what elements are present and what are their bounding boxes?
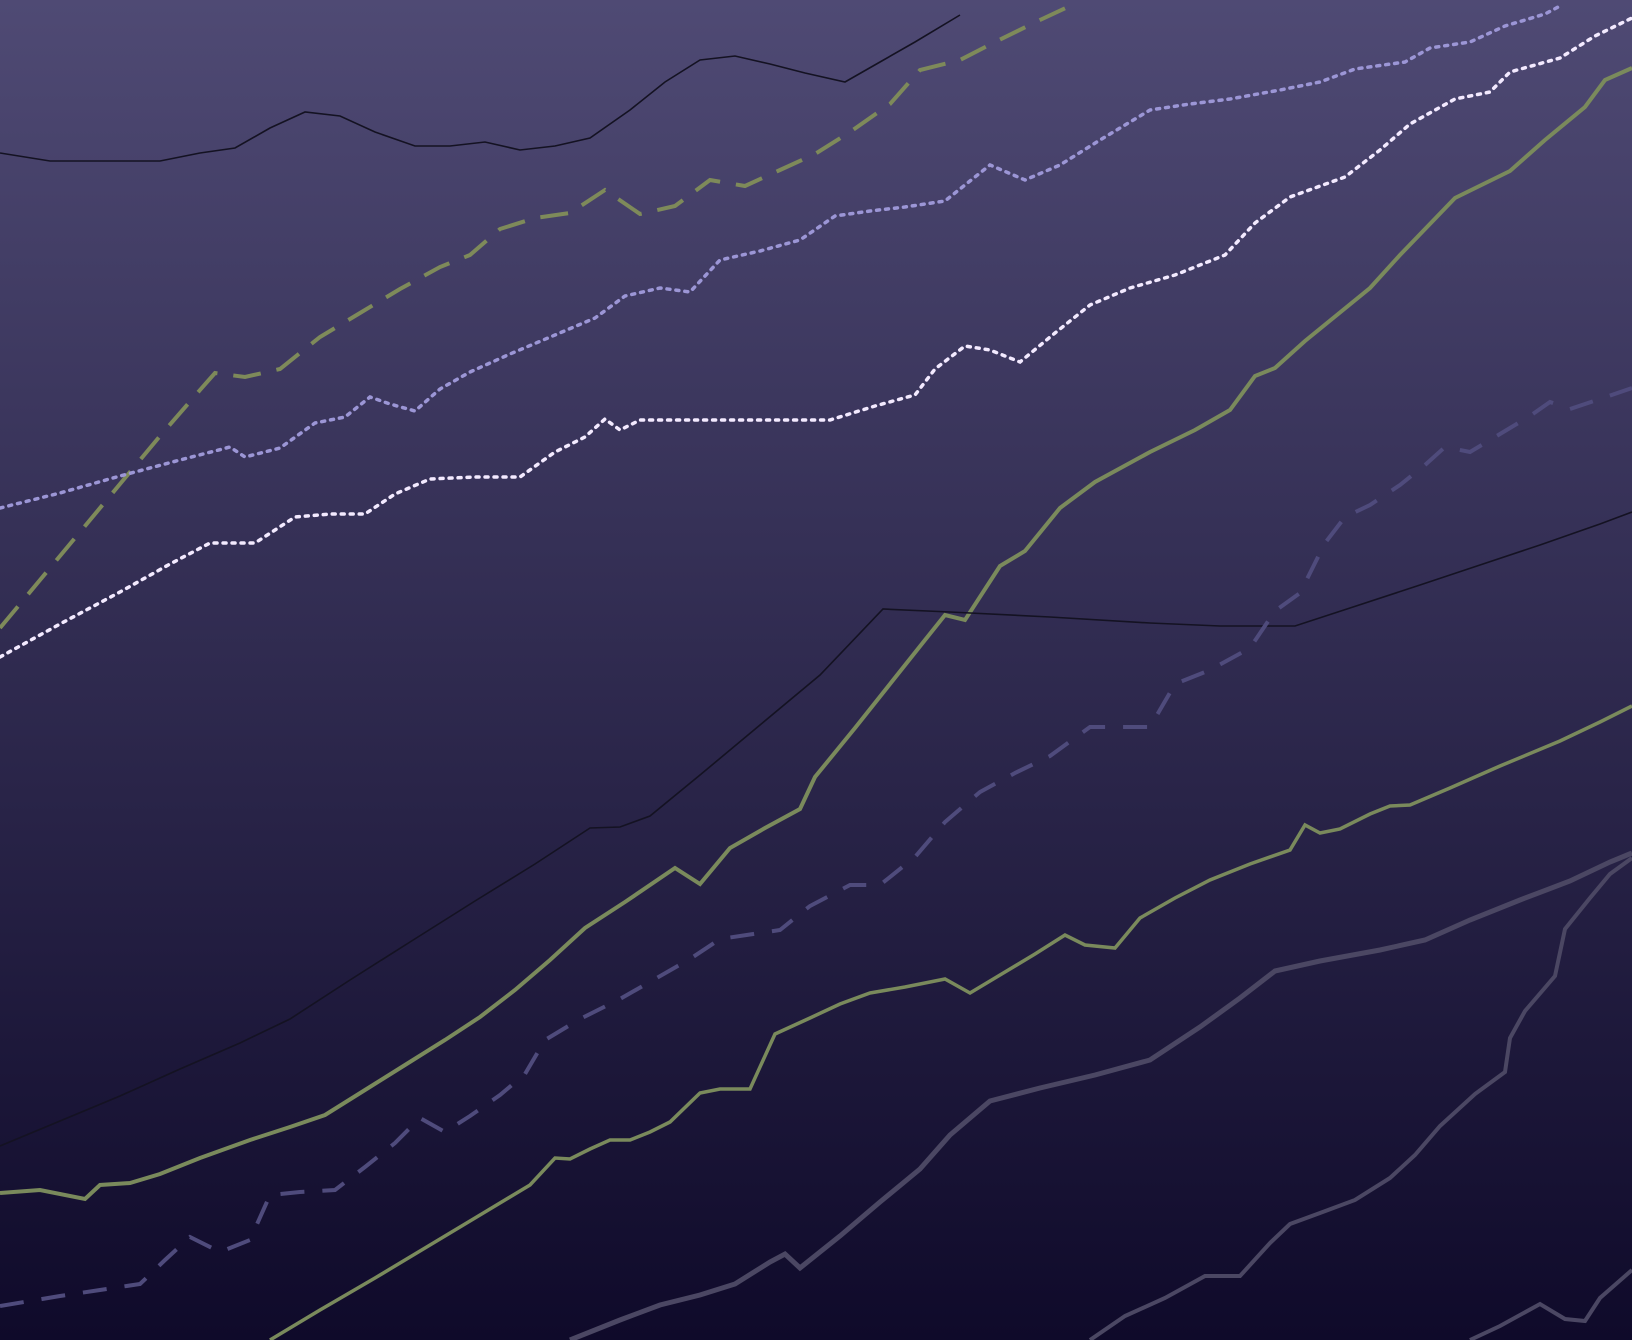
lavender-dotted-line <box>0 4 1562 510</box>
olive-medium-line-lower <box>269 704 1632 1340</box>
olive-thick-line-steep <box>0 66 1632 1202</box>
dark-thin-line-upper <box>0 14 961 162</box>
olive-dashed-line <box>0 4 1071 630</box>
gray-thin-line-bottom-right <box>1469 1268 1632 1340</box>
dark-thin-line-lower <box>0 511 1632 1147</box>
gray-thin-line-right <box>1088 856 1632 1340</box>
white-dotted-line <box>0 16 1632 659</box>
gray-thick-line-lower <box>569 850 1632 1340</box>
slate-dashed-line <box>0 386 1632 1308</box>
